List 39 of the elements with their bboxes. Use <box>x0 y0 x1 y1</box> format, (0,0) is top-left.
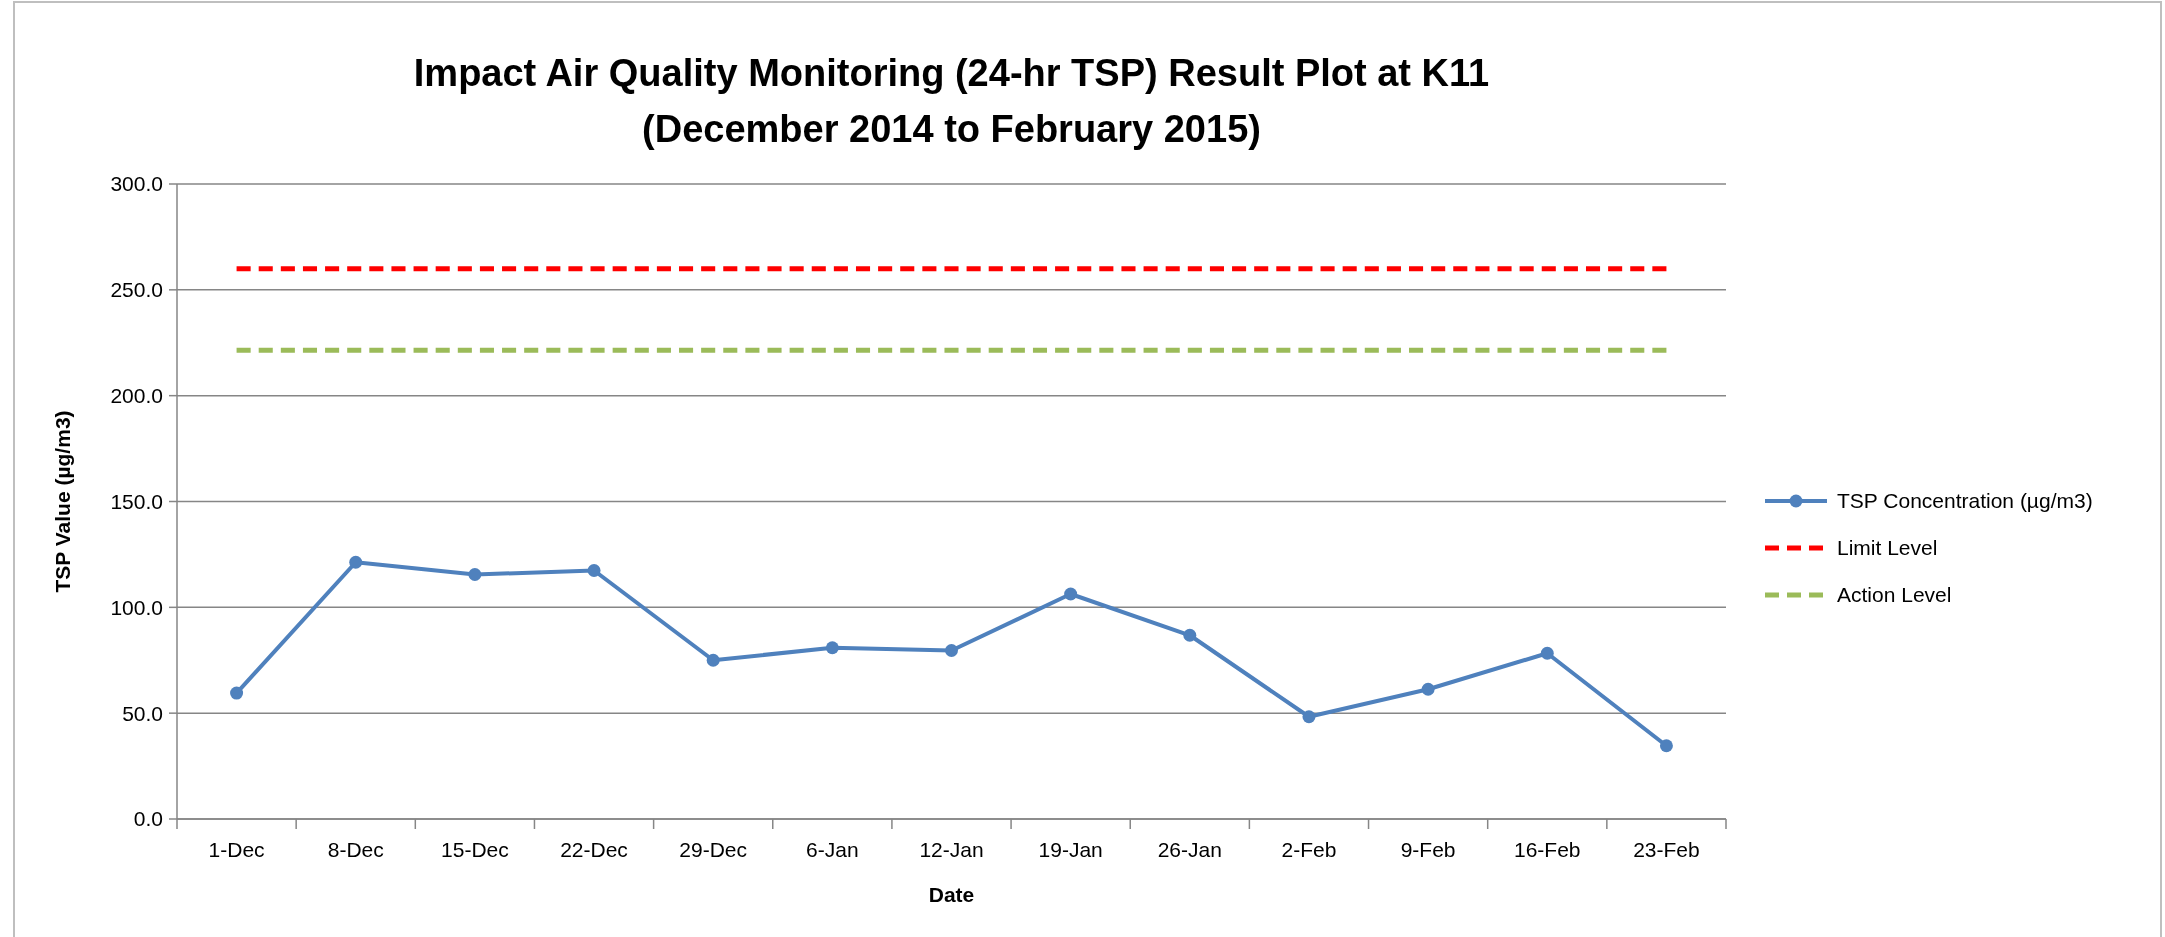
y-tick-label: 300.0 <box>110 172 163 196</box>
chart-title: Impact Air Quality Monitoring (24-hr TSP) Result Plot at K11 (December 2014 to February 2015) <box>413 52 1490 150</box>
x-tick-label: 19-Jan <box>1038 838 1103 861</box>
y-tick-label: 100.0 <box>110 595 163 619</box>
point <box>468 568 482 582</box>
x-tick-label: 15-Dec <box>441 838 509 861</box>
x-tick-label: 1-Dec <box>208 838 265 861</box>
legend-label: Limit Level <box>1837 536 1938 560</box>
x-tick-label: 2-Feb <box>1281 838 1337 861</box>
y-tick-label: 0.0 <box>133 807 163 831</box>
point <box>587 564 601 577</box>
y-tick-label: 250.0 <box>110 278 163 302</box>
point <box>825 641 839 655</box>
x-axis-title: Date <box>928 883 975 906</box>
point <box>1659 739 1673 753</box>
point <box>1540 646 1554 660</box>
x-tick-label: 22-Dec <box>560 838 628 861</box>
point <box>945 644 958 658</box>
x-tick-label: 26-Jan <box>1157 838 1222 861</box>
point <box>1302 710 1316 724</box>
x-tick-label: 16-Feb <box>1514 838 1581 861</box>
y-tick-label: 150.0 <box>110 489 163 513</box>
y-tick-label: 200.0 <box>110 384 163 408</box>
y-tick-label: 50.0 <box>122 701 163 725</box>
point <box>1183 628 1197 642</box>
x-tick-label: 8-Dec <box>327 838 384 861</box>
x-tick-label: 23-Feb <box>1633 838 1700 861</box>
x-tick-label: 12-Jan <box>919 838 984 861</box>
point <box>1064 587 1078 601</box>
y-axis-title: TSP Value (µg/m3) <box>51 410 74 593</box>
legend-label: TSP Concentration (µg/m3) <box>1837 489 2093 513</box>
legend-label: Action Level <box>1837 583 1952 607</box>
x-tick-label: 6-Jan <box>806 838 859 861</box>
point <box>706 653 720 667</box>
point <box>1421 682 1435 696</box>
point <box>349 555 363 569</box>
x-tick-label: 9-Feb <box>1400 838 1456 861</box>
point <box>230 686 244 700</box>
x-tick-label: 29-Dec <box>679 838 748 861</box>
